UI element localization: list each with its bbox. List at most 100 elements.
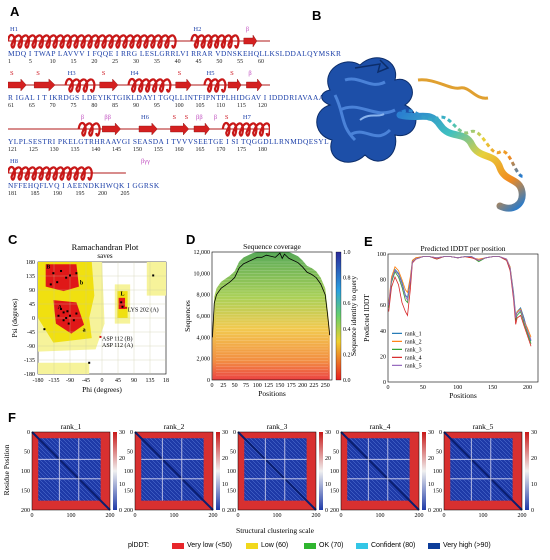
pae-xtick: 200 bbox=[518, 513, 527, 519]
ss-element-label: β bbox=[245, 26, 250, 33]
ss-element-label: S bbox=[184, 114, 189, 121]
helix-glyph bbox=[64, 77, 96, 93]
colorbar-tick: 0.4 bbox=[343, 327, 351, 333]
coverage-ylabel: Sequences bbox=[183, 300, 192, 332]
plddt-legend-label: rank_1 bbox=[405, 331, 422, 337]
rama-point bbox=[65, 276, 68, 279]
rama-xtick: 0 bbox=[101, 378, 104, 384]
protein-structure-image bbox=[316, 57, 526, 212]
pae-ytick: 150 bbox=[124, 489, 133, 495]
residue-numbers: 181 185 190 195 200 205 bbox=[8, 191, 270, 199]
helix-glyph bbox=[221, 121, 270, 137]
rama-point bbox=[69, 314, 71, 317]
residue-number: 181 bbox=[8, 191, 17, 197]
rama-annotation: ASP 112 (A) bbox=[102, 342, 133, 349]
residue-number: 61 bbox=[8, 103, 14, 109]
residue-number: 121 bbox=[8, 147, 17, 153]
pae-colorbar-tick: 20 bbox=[119, 456, 125, 462]
pae-ytick: 100 bbox=[330, 469, 339, 475]
pae-colorbar-tick: 20 bbox=[531, 456, 537, 462]
plddt-legend-text: Very high (>90) bbox=[443, 542, 491, 549]
residue-number: 60 bbox=[258, 59, 264, 65]
rama-point bbox=[75, 312, 78, 315]
rama-region-label: b bbox=[80, 280, 84, 286]
rama-point bbox=[60, 308, 63, 311]
helix-glyph bbox=[190, 33, 240, 49]
pae-colorbar-tick: 30 bbox=[222, 430, 228, 436]
residue-number: 20 bbox=[91, 59, 98, 65]
ss-element-label: β bbox=[80, 114, 85, 121]
residue-number: 200 bbox=[98, 191, 107, 197]
pae-frame bbox=[31, 431, 111, 511]
pae-ytick: 100 bbox=[227, 469, 236, 475]
pae-xtick: 0 bbox=[443, 513, 446, 519]
coverage-xtick: 0 bbox=[211, 383, 214, 389]
residue-number: 110 bbox=[216, 103, 226, 109]
colorbar-tick: 0.2 bbox=[343, 352, 351, 358]
plddt-legend-text: Low (60) bbox=[261, 542, 289, 549]
rama-ytick: -180 bbox=[24, 372, 35, 378]
pae-colorbar-tick: 10 bbox=[222, 482, 228, 488]
plddt-legend-text: OK (70) bbox=[319, 542, 344, 549]
rama-annotation: LYS 202 (A) bbox=[128, 306, 159, 313]
ss-element-label: H1 bbox=[10, 26, 18, 33]
ss-diagram bbox=[8, 121, 270, 137]
residue-number: 10 bbox=[49, 59, 56, 65]
rama-favoured-region bbox=[45, 264, 79, 292]
coverage-xtick: 150 bbox=[275, 383, 284, 389]
rama-ylabel: Psi (degrees) bbox=[10, 298, 19, 337]
plddt-legend-swatch bbox=[172, 542, 184, 549]
pae-xtick: 200 bbox=[415, 513, 424, 519]
rama-xtick: 45 bbox=[115, 378, 121, 384]
coverage-ytick: 4,000 bbox=[197, 335, 211, 341]
residue-numbers: 61 65 70 75 80 85 90 95 100 105 110 115 120 bbox=[8, 103, 270, 111]
pae-rank-title: rank_2 bbox=[164, 422, 185, 431]
pae-frame bbox=[340, 431, 420, 511]
rama-point bbox=[62, 319, 65, 322]
residue-number: 195 bbox=[75, 191, 85, 197]
ss-element-label: H6 bbox=[141, 114, 149, 121]
residue-number: 190 bbox=[53, 191, 62, 197]
rama-point bbox=[69, 274, 71, 277]
pae-colorbar bbox=[422, 432, 426, 510]
plddt-ytick: 100 bbox=[377, 252, 386, 258]
coverage-xtick: 200 bbox=[298, 383, 307, 389]
sequence-text: YLPLSESTRI PKELGTRHRAAVGI SEASDA I TVVVS… bbox=[8, 137, 330, 146]
plddt-legend-label: rank_5 bbox=[405, 363, 422, 369]
ss-element-label: β bbox=[248, 70, 252, 77]
coverage-ytick: 6,000 bbox=[197, 314, 211, 320]
pae-colorbar-tick: 20 bbox=[428, 456, 434, 462]
residue-number: 105 bbox=[195, 103, 205, 109]
rama-xtick: -135 bbox=[49, 378, 60, 384]
helix-glyph bbox=[8, 165, 93, 181]
pae-diagonal bbox=[340, 431, 420, 511]
strand-arrow bbox=[34, 78, 56, 92]
helix-glyph bbox=[203, 77, 227, 93]
sequence-text: NFFEHQFLVQ I AEENDKHWQK I GGRSK bbox=[8, 181, 160, 190]
coverage-ytick: 2,000 bbox=[197, 357, 211, 363]
residue-number: 95 bbox=[153, 103, 160, 109]
ss-diagram bbox=[8, 77, 270, 93]
pae-ytick: 200 bbox=[433, 508, 442, 514]
residue-number: 35 bbox=[153, 59, 160, 65]
rama-xtick: -45 bbox=[82, 378, 90, 384]
rama-ytick: 180 bbox=[26, 260, 35, 266]
ss-element-label: H7 bbox=[242, 114, 251, 121]
strand-arrow bbox=[138, 122, 158, 136]
rama-ytick: 45 bbox=[29, 302, 35, 308]
pae-colorbar bbox=[113, 432, 117, 510]
pae-colorbar-tick: 10 bbox=[119, 482, 125, 488]
residue-number: 140 bbox=[91, 147, 101, 153]
plddt-title: Predicted lDDT per position bbox=[420, 244, 505, 253]
residue-number: 1 bbox=[8, 59, 11, 65]
coverage-colorbar-label: Sequence identity to query bbox=[349, 276, 358, 356]
residue-number: 165 bbox=[195, 147, 205, 153]
ss-element-label: ββ bbox=[196, 114, 203, 121]
pae-colorbar-tick: 30 bbox=[428, 430, 434, 436]
ss-element-label: S bbox=[101, 70, 106, 77]
pae-colorbar-tick: 0 bbox=[222, 508, 225, 514]
pae-xtick: 200 bbox=[106, 513, 115, 519]
pae-ytick: 0 bbox=[130, 430, 133, 436]
pae-colorbar-tick: 0 bbox=[531, 508, 534, 514]
